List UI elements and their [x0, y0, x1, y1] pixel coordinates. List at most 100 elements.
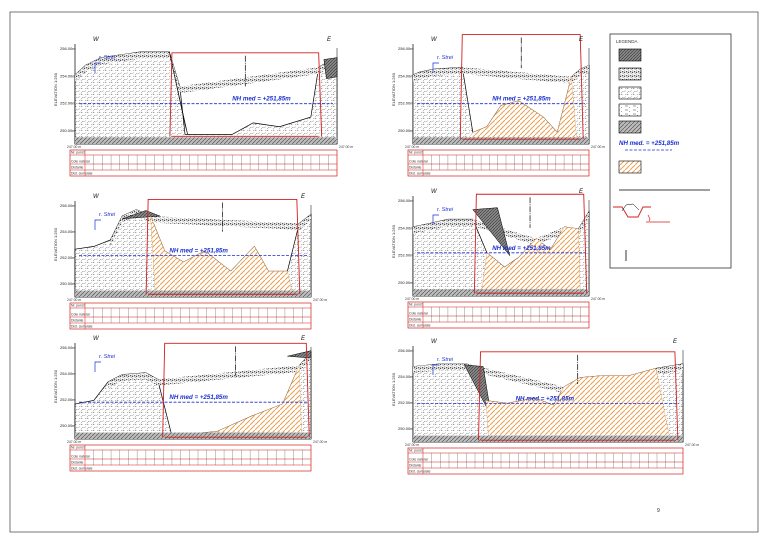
profile-channel-outline [478, 351, 679, 441]
profile-y-tick: 256.00m [398, 348, 414, 353]
profile-y-tick: 254.00m [60, 73, 76, 78]
legend-swatch-hatch [618, 120, 642, 134]
profile-fill-zone [467, 76, 577, 140]
profile-3: 256.00m 254.00m 252.00m 250.00m ELEVATION 1:… [53, 194, 327, 330]
profile-y-tick: 254.00m [398, 225, 414, 230]
table-row-label: Nr. punct [409, 449, 423, 453]
profile-base-strip [413, 137, 589, 144]
profile-channel-outline [459, 34, 584, 140]
table-row-label: Distante [409, 166, 422, 170]
profile-base-strip [413, 435, 683, 442]
profile-data-table: Nr. punct Cote natural Distante Dist. cumul… [407, 301, 590, 329]
profile-crust [108, 352, 311, 389]
table-row-label: Distante [71, 319, 84, 323]
profile-west-label: W [431, 339, 438, 345]
table-row-label: Dist. cumulate [71, 467, 93, 471]
table-row-label: Distante [409, 464, 422, 468]
profile-y-tick: 252.00m [60, 397, 76, 402]
profile-y-tick: 250.00m [398, 426, 414, 431]
profile-y-axis-label: ELEVATION 1:250 [53, 72, 58, 106]
profile-5: 256.00m 254.00m 252.00m 250.00m ELEVATION 1:… [53, 336, 327, 472]
profiles-group: 256.00m 254.00m 252.00m 250.00m ELEVATION 1:… [53, 34, 699, 475]
profile-channel-outline [162, 342, 310, 438]
profile-y-tick: 252.00m [60, 101, 76, 106]
profile-channel-outline [145, 199, 301, 295]
profile-east-label: E [301, 194, 306, 200]
legend-swatch-rock [618, 86, 642, 100]
profile-channel-outline [169, 52, 323, 137]
table-row-label: Cote natural [71, 313, 90, 317]
profile-base-strip [75, 137, 337, 144]
profile-6: 256.00m 254.00m 252.00m 250.00m ELEVATION 1:… [391, 339, 699, 475]
profile-datum-right: 247.00 m [591, 145, 605, 149]
profile-fill-zone [481, 226, 581, 292]
table-row-label: Cote natural [409, 458, 428, 462]
river-marker-icon [94, 219, 101, 230]
profile-data-table: Nr. punct Cote natural Distante Dist. cumul… [69, 149, 338, 177]
profile-y-tick: 254.00m [60, 229, 76, 234]
profile-data-table: Nr. punct Cote natural Distante Dist. cumul… [69, 302, 312, 330]
legend-swatch-dense-rock [618, 67, 642, 81]
profile-base-strip [413, 289, 589, 296]
profile-datum-left: 247.00 m [405, 145, 419, 149]
profile-y-tick: 252.00m [398, 400, 414, 405]
profile-channel-outline [473, 193, 588, 294]
profile-y-axis-label: ELEVATION 1:250 [53, 369, 58, 403]
profile-4: 256.00m 254.00m 252.00m 250.00m ELEVATION 1:… [391, 189, 605, 329]
profile-nh-label: NH med = +251,85m [169, 394, 228, 401]
table-row-label: Dist. cumulate [409, 172, 431, 176]
profile-datum-right: 247.00 m [339, 145, 353, 149]
table-row-label: Dist. cumulate [71, 172, 93, 176]
profile-y-axis-label: ELEVATION 1:250 [391, 372, 396, 406]
profile-crust [413, 65, 589, 84]
table-row-label: Nr. punct [71, 446, 85, 450]
profile-y-tick: 256.00m [60, 345, 76, 350]
legend: LEGENDA NH med. = +251,85m [609, 33, 732, 269]
profile-y-tick: 250.00m [60, 423, 76, 428]
river-marker-icon [432, 214, 439, 225]
profile-y-tick: 250.00m [398, 128, 414, 133]
profile-y-tick: 256.00m [398, 46, 414, 51]
sheet-border [9, 11, 759, 533]
table-row-label: Distante [71, 166, 84, 170]
profile-y-tick: 256.00m [60, 203, 76, 208]
table-row-label: Nr. punct [409, 303, 423, 307]
profile-east-label: E [579, 37, 584, 43]
profile-y-tick: 252.00m [398, 253, 414, 258]
profile-y-axis-label: ELEVATION 1:250 [53, 227, 58, 261]
table-row-label: Cote natural [409, 312, 428, 316]
profile-datum-right: 247.00 m [313, 440, 327, 444]
profile-y-tick: 252.00m [398, 101, 414, 106]
profile-nh-label: NH med = +251,85m [516, 395, 575, 402]
page-number: 9 [657, 508, 660, 514]
profile-datum-left: 247.00 m [67, 298, 81, 302]
profile-river-label: r. Strei [437, 207, 454, 213]
table-row-label: Distante [71, 461, 84, 465]
profile-river-label: r. Strei [99, 354, 116, 360]
table-row-label: Nr. punct [71, 151, 85, 155]
profile-nh-label: NH med = +251,85m [232, 96, 291, 103]
profile-y-tick: 252.00m [60, 255, 76, 260]
profile-fill-zone [150, 215, 293, 293]
profile-base-strip [75, 290, 311, 297]
river-marker-icon [432, 364, 439, 375]
profile-data-table: Nr. punct Cote natural Distante Dist. cumul… [407, 447, 684, 475]
profile-base-strip [75, 432, 311, 439]
profile-east-label: E [301, 336, 306, 342]
profile-west-label: W [93, 194, 100, 200]
profile-dark-zone [323, 57, 338, 80]
table-row-label: Nr. punct [71, 304, 85, 308]
profile-y-tick: 254.00m [398, 73, 414, 78]
profile-nh-label: NH med = +251,85m [169, 248, 228, 255]
profile-2: 256.00m 254.00m 252.00m 250.00m ELEVATION 1:… [391, 34, 605, 177]
legend-swatch-dark-fill [618, 48, 642, 62]
table-row-label: Dist. cumulate [71, 325, 93, 329]
profile-east-label: E [673, 339, 678, 345]
table-row-label: Cote natural [409, 160, 428, 164]
profile-datum-right: 247.00 m [591, 297, 605, 301]
profile-river-label: r. Strei [437, 357, 454, 363]
river-marker-icon [432, 62, 439, 73]
legend-section-symbol [613, 203, 670, 223]
